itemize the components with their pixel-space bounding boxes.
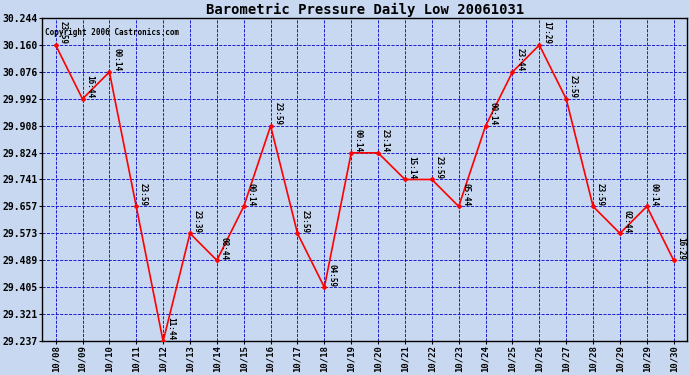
Text: 23:59: 23:59 (59, 21, 68, 44)
Text: Copyright 2006 Castronics.com: Copyright 2006 Castronics.com (46, 28, 179, 37)
Text: 11:44: 11:44 (166, 317, 175, 340)
Text: 00:14: 00:14 (246, 183, 255, 206)
Text: 15:14: 15:14 (408, 156, 417, 179)
Text: 00:14: 00:14 (649, 183, 658, 206)
Text: 16:44: 16:44 (85, 75, 95, 98)
Text: 23:44: 23:44 (515, 48, 524, 71)
Text: 23:14: 23:14 (381, 129, 390, 152)
Title: Barometric Pressure Daily Low 20061031: Barometric Pressure Daily Low 20061031 (206, 3, 524, 17)
Text: 04:59: 04:59 (327, 264, 336, 286)
Text: 23:59: 23:59 (139, 183, 148, 206)
Text: 23:59: 23:59 (273, 102, 282, 125)
Text: 00:14: 00:14 (354, 129, 363, 152)
Text: 23:59: 23:59 (569, 75, 578, 98)
Text: 23:59: 23:59 (300, 210, 309, 233)
Text: 08:44: 08:44 (219, 237, 228, 260)
Text: 16:29: 16:29 (676, 237, 685, 260)
Text: 17:29: 17:29 (542, 21, 551, 44)
Text: 05:44: 05:44 (462, 183, 471, 206)
Text: 23:59: 23:59 (595, 183, 604, 206)
Text: 23:39: 23:39 (193, 210, 201, 233)
Text: 02:44: 02:44 (622, 210, 631, 233)
Text: 23:59: 23:59 (435, 156, 444, 179)
Text: 00:14: 00:14 (489, 102, 497, 125)
Text: 00:14: 00:14 (112, 48, 121, 71)
